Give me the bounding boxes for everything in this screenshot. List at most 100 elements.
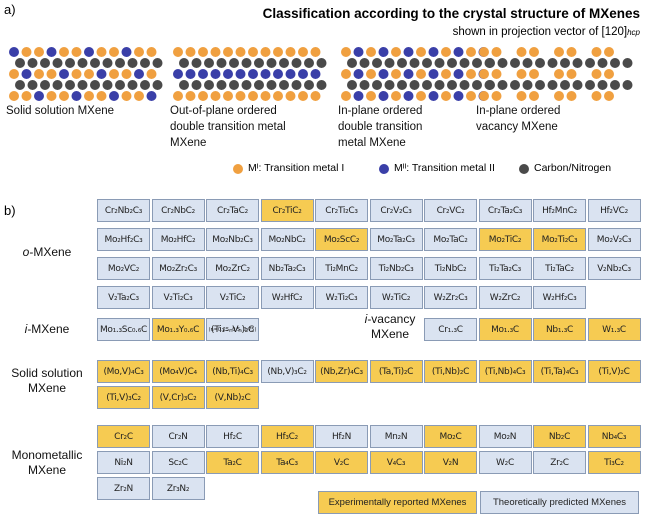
- cell: V₂Ta₂C₃: [97, 286, 150, 309]
- cell: W₂ZrC₂: [478, 286, 532, 309]
- cell: Cr₂Ta₂C₃: [478, 199, 532, 222]
- text: Experimentally reported MXenes: [328, 497, 467, 508]
- text: (Ti,Nb)₂C: [431, 366, 470, 377]
- atom: [298, 69, 308, 79]
- atom: [15, 80, 25, 90]
- atom: [497, 58, 508, 68]
- cell: Mo₂Zr₂C₃: [151, 257, 205, 280]
- atom: [403, 47, 414, 57]
- atom: [90, 58, 100, 68]
- text: Mo₂Zr₂C₃: [159, 263, 197, 274]
- atom: [466, 69, 476, 79]
- text: Ta₂C: [223, 457, 242, 468]
- atom: [516, 47, 527, 57]
- atom: [597, 58, 608, 68]
- atom: [566, 47, 577, 57]
- cell: Mo₂C: [424, 425, 477, 448]
- text: Cr₂Ta₂C₃: [487, 205, 523, 216]
- atom: [497, 80, 508, 90]
- cell: (Nb,Zr)₄C₃: [315, 360, 368, 383]
- text: Zr₃N₂: [166, 483, 190, 494]
- cell: (Ti,Ta)₄C₃: [533, 360, 586, 383]
- atom: [604, 69, 614, 79]
- atom: [447, 58, 457, 68]
- atom: [71, 69, 82, 79]
- cell: Cr₂Ti₂C₃: [315, 199, 368, 222]
- text: Cr₂Nb₂C₃: [104, 205, 143, 216]
- atom: [9, 91, 19, 101]
- text: V₂Ta₂C₃: [108, 292, 139, 303]
- text: -MXene: [27, 322, 70, 336]
- atom: [273, 69, 283, 79]
- atom: [191, 58, 202, 68]
- atom: [198, 69, 208, 79]
- cell: (Nb,Ti)₄C₃: [206, 360, 259, 383]
- atom: [529, 69, 539, 79]
- label-line: MXene: [345, 327, 435, 342]
- legend-atom: [233, 164, 243, 174]
- legend-atom: [519, 164, 529, 174]
- atom: [96, 91, 107, 101]
- atom: [152, 58, 163, 68]
- cell: W₂Ti₂C₃: [315, 286, 368, 309]
- text: W₂TiC₂: [381, 292, 411, 303]
- atom: [416, 69, 426, 79]
- atom: [491, 69, 502, 79]
- atom: [185, 69, 196, 79]
- cell: Nb₂Ta₂C₃: [260, 257, 314, 280]
- atom: [59, 47, 69, 57]
- cell: Cr₂TaC₂: [206, 199, 259, 222]
- label-line: Monometallic: [2, 448, 92, 463]
- text: MXene: [27, 463, 67, 477]
- atom: [391, 47, 401, 57]
- text: Solid solution: [11, 366, 83, 380]
- text: V₂TiC₂: [219, 292, 246, 303]
- text: Zr₂C: [550, 457, 569, 468]
- atom: [384, 80, 395, 90]
- atom: [353, 91, 364, 101]
- text: Monometallic: [11, 448, 83, 462]
- atom: [248, 47, 258, 57]
- text: Mo₂VC₂: [107, 263, 140, 274]
- atom: [479, 91, 489, 101]
- text: Mo₂NbC₂: [268, 234, 306, 245]
- atom: [384, 58, 395, 68]
- atom: [273, 47, 283, 57]
- cell: Ti₂MnC₂: [315, 257, 368, 280]
- text: Mo₂Ta₂C₃: [377, 234, 415, 245]
- atom: [115, 80, 125, 90]
- atom: [46, 69, 57, 79]
- atom: [198, 47, 208, 57]
- caption: double transition metal: [170, 121, 286, 133]
- label-line: MXene: [2, 381, 92, 396]
- atom: [378, 47, 389, 57]
- text: Ni₂N: [114, 457, 133, 468]
- text: Cr₂TiC₂: [272, 205, 302, 216]
- cell: W₂TiC₂: [369, 286, 423, 309]
- cell: V₂TiC₂: [206, 286, 259, 309]
- text: Mo₂HfC₂: [160, 234, 196, 245]
- subtitle-sub: hcp: [627, 28, 640, 37]
- cell: W₂Zr₂C₃: [424, 286, 477, 309]
- cell: Mn₂N: [369, 425, 423, 448]
- atom: [416, 91, 426, 101]
- text: W₂C: [496, 457, 514, 468]
- atom: [416, 47, 426, 57]
- text: (Nb,Zr)₄C₃: [320, 366, 363, 377]
- atom: [266, 80, 277, 90]
- atom: [434, 58, 445, 68]
- atom: [441, 69, 451, 79]
- atom: [298, 91, 308, 101]
- atom: [310, 69, 321, 79]
- atom: [179, 80, 189, 90]
- cell: Mo₂V₂C₃: [587, 228, 641, 251]
- cell: (Nb,V)₃C₂: [260, 360, 314, 383]
- text: (Ti,Ta)₄C₃: [540, 366, 579, 377]
- atom: [109, 47, 119, 57]
- atom: [254, 80, 264, 90]
- atom: [453, 47, 464, 57]
- atom: [359, 58, 370, 68]
- text: Hf₂C: [223, 431, 242, 442]
- atom: [102, 58, 113, 68]
- atom: [604, 91, 614, 101]
